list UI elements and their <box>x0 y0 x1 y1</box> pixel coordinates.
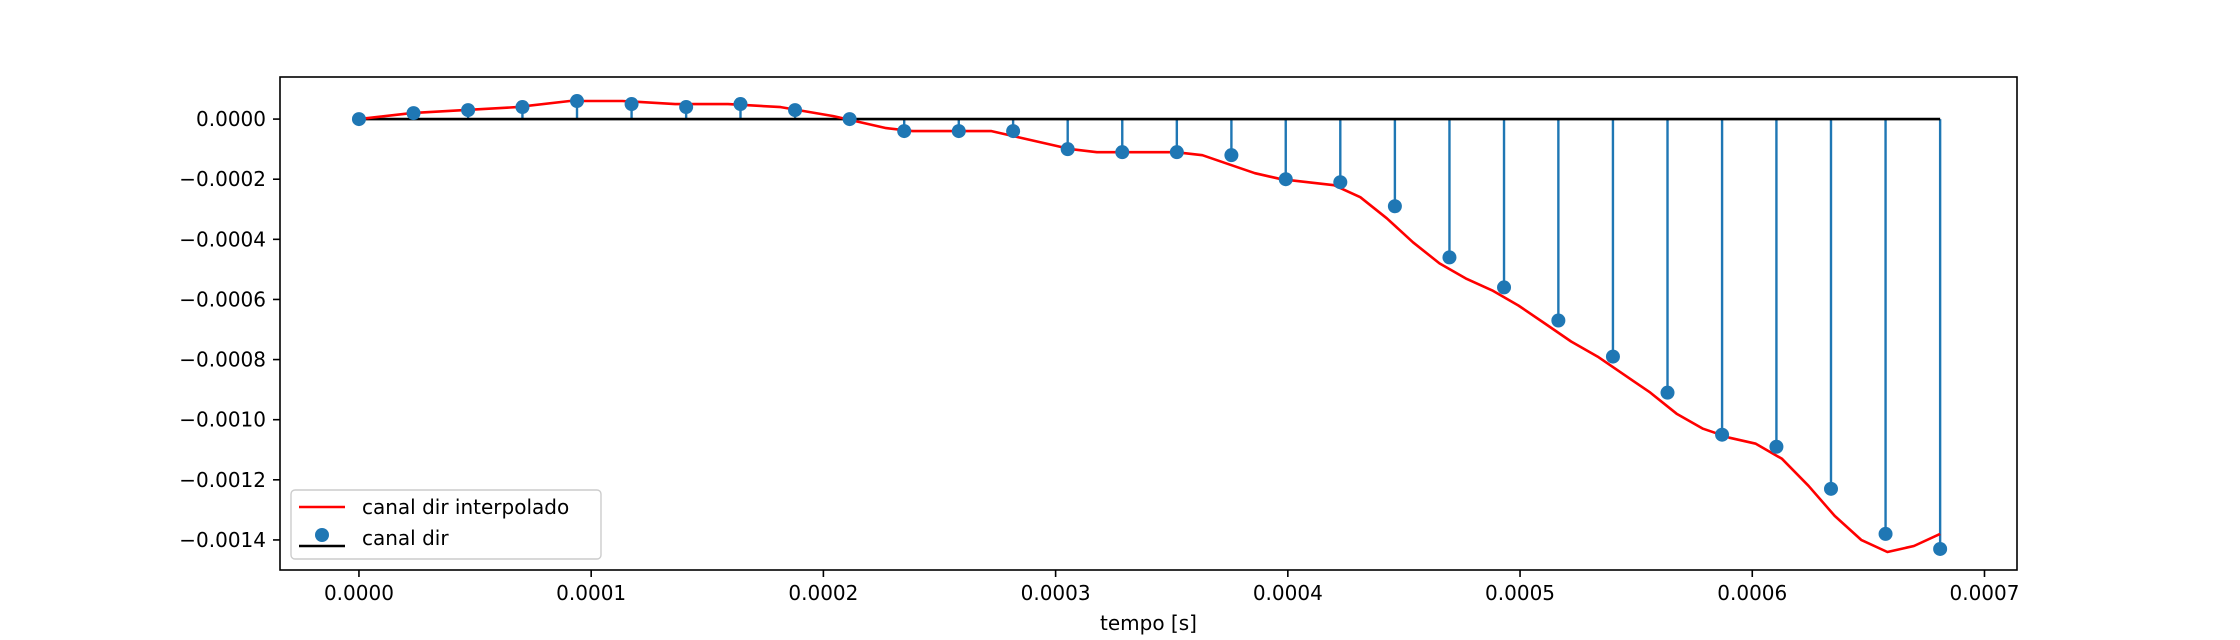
stem-marker-27 <box>1823 481 1838 496</box>
y-tick-label-2: −0.0004 <box>179 227 266 251</box>
legend-label-interpolated: canal dir interpolado <box>362 495 569 519</box>
stem-marker-5 <box>624 97 639 112</box>
stem-marker-14 <box>1115 145 1130 160</box>
legend-stem-swatch-marker <box>315 528 329 542</box>
stem-marker-9 <box>842 112 857 127</box>
x-tick-label-4: 0.0004 <box>1253 581 1323 605</box>
plot-frame <box>279 76 2018 571</box>
y-tick-label-5: −0.0010 <box>179 408 266 432</box>
x-tick-label-3: 0.0003 <box>1021 581 1091 605</box>
stem-marker-6 <box>679 100 694 115</box>
y-axis: 0.0000 −0.0002 −0.0004 −0.0006 −0.0008 −0.001… <box>179 107 280 552</box>
stem-marker-2 <box>461 103 476 118</box>
stem-marker-8 <box>788 103 803 118</box>
plot-area <box>351 94 1948 556</box>
stem-marker-19 <box>1387 199 1402 214</box>
stem-marker-18 <box>1333 175 1348 190</box>
legend-label-stem: canal dir <box>362 526 449 550</box>
y-tick-label-6: −0.0012 <box>179 468 266 492</box>
stem-marker-29 <box>1933 541 1948 556</box>
stem-marker-4 <box>570 94 585 109</box>
y-tick-label-7: −0.0014 <box>179 528 266 552</box>
axes-frame <box>279 76 2018 571</box>
x-tick-label-2: 0.0002 <box>788 581 858 605</box>
stem-marker-10 <box>897 124 912 139</box>
stem-marker-15 <box>1169 145 1184 160</box>
x-tick-label-5: 0.0005 <box>1485 581 1555 605</box>
y-tick-label-0: 0.0000 <box>196 107 266 131</box>
stem-marker-28 <box>1878 526 1893 541</box>
x-tick-label-6: 0.0006 <box>1717 581 1787 605</box>
x-axis-label: tempo [s] <box>1100 611 1197 635</box>
legend: canal dir interpolado canal dir <box>290 489 602 560</box>
stem-marker-25 <box>1715 427 1730 442</box>
stem-marker-3 <box>515 100 530 115</box>
stem-marker-17 <box>1278 172 1293 187</box>
y-tick-label-1: −0.0002 <box>179 167 266 191</box>
x-tick-label-1: 0.0001 <box>556 581 626 605</box>
stem-marker-26 <box>1769 439 1784 454</box>
stem-marker-0 <box>351 112 366 127</box>
stem-marker-16 <box>1224 148 1239 163</box>
y-tick-label-3: −0.0006 <box>179 287 266 311</box>
x-tick-label-7: 0.0007 <box>1949 581 2019 605</box>
stem-marker-7 <box>733 97 748 112</box>
stem-marker-20 <box>1442 250 1457 265</box>
stem-marker-11 <box>951 124 966 139</box>
x-axis: 0.0000 0.0001 0.0002 0.0003 0.0004 0.0005 0.00… <box>324 570 2019 605</box>
stem-marker-23 <box>1605 349 1620 364</box>
stem-marker-22 <box>1551 313 1566 328</box>
x-tick-label-0: 0.0000 <box>324 581 394 605</box>
y-tick-label-4: −0.0008 <box>179 348 266 372</box>
legend-box <box>290 489 602 560</box>
stem-marker-13 <box>1060 142 1075 157</box>
stem-marker-1 <box>406 106 421 121</box>
stem-marker-12 <box>1006 124 1021 139</box>
stem-marker-21 <box>1497 280 1512 295</box>
stem-marker-24 <box>1660 385 1675 400</box>
